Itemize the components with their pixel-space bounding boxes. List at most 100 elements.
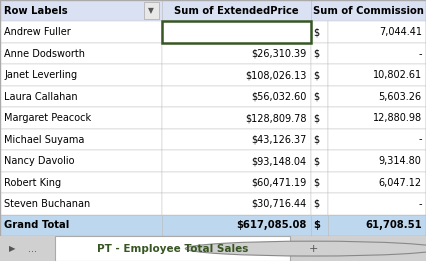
Text: $: $ xyxy=(313,49,319,59)
Bar xyxy=(162,86,311,107)
Text: Steven Buchanan: Steven Buchanan xyxy=(4,199,90,209)
Text: Sum of Commission: Sum of Commission xyxy=(313,6,424,16)
Text: 9,314.80: 9,314.80 xyxy=(379,156,422,166)
Bar xyxy=(0,129,162,150)
Text: ▼: ▼ xyxy=(148,6,154,15)
Bar xyxy=(0,215,162,236)
Bar xyxy=(0,150,162,172)
Text: ...: ... xyxy=(28,244,37,254)
Text: +: + xyxy=(308,244,318,254)
Bar xyxy=(162,107,311,129)
Text: Nancy Davolio: Nancy Davolio xyxy=(4,156,75,166)
Bar xyxy=(328,215,426,236)
Bar xyxy=(311,172,328,193)
Bar xyxy=(311,150,328,172)
Bar xyxy=(328,43,426,64)
Text: 10,802.61: 10,802.61 xyxy=(373,70,422,80)
Bar xyxy=(0,64,162,86)
Bar xyxy=(0,0,162,21)
Text: $: $ xyxy=(313,177,319,187)
Text: PT - Employee Total Sales: PT - Employee Total Sales xyxy=(97,244,248,254)
Bar xyxy=(144,2,159,19)
Bar xyxy=(311,129,328,150)
Bar xyxy=(162,150,311,172)
Text: $43,126.37: $43,126.37 xyxy=(251,135,307,145)
Bar xyxy=(311,107,328,129)
Bar xyxy=(162,215,311,236)
Bar xyxy=(162,86,311,107)
Text: Michael Suyama: Michael Suyama xyxy=(4,135,85,145)
Bar xyxy=(328,107,426,129)
Bar xyxy=(311,64,328,86)
Bar xyxy=(328,129,426,150)
Bar xyxy=(311,172,328,193)
Bar xyxy=(311,193,328,215)
Bar xyxy=(55,236,290,261)
Bar xyxy=(0,21,162,43)
Bar xyxy=(328,193,426,215)
Text: $617,085.08: $617,085.08 xyxy=(236,221,307,230)
Bar xyxy=(311,0,426,21)
Text: Grand Total: Grand Total xyxy=(4,221,69,230)
Bar xyxy=(328,150,426,172)
Bar xyxy=(328,129,426,150)
Bar xyxy=(311,150,328,172)
Text: $: $ xyxy=(313,70,319,80)
Bar xyxy=(328,86,426,107)
Bar xyxy=(311,86,328,107)
Bar xyxy=(162,64,311,86)
Bar xyxy=(311,215,328,236)
Text: 61,708.51: 61,708.51 xyxy=(365,221,422,230)
Bar xyxy=(311,43,328,64)
Bar xyxy=(0,64,162,86)
Bar xyxy=(162,107,311,129)
Text: -: - xyxy=(418,49,422,59)
Bar xyxy=(311,43,328,64)
Bar xyxy=(0,129,162,150)
Bar xyxy=(162,21,311,43)
Text: Sum of ExtendedPrice: Sum of ExtendedPrice xyxy=(174,6,299,16)
Text: Andrew Fuller: Andrew Fuller xyxy=(4,27,71,37)
Bar xyxy=(162,43,311,64)
Bar xyxy=(162,129,311,150)
Bar xyxy=(328,86,426,107)
Bar xyxy=(328,21,426,43)
Bar xyxy=(0,43,162,64)
Text: Robert King: Robert King xyxy=(4,177,61,187)
Text: 7,044.41: 7,044.41 xyxy=(379,27,422,37)
Bar xyxy=(162,215,311,236)
Bar xyxy=(311,0,426,21)
Text: $: $ xyxy=(313,135,319,145)
Bar xyxy=(0,0,162,21)
Text: $: $ xyxy=(313,221,320,230)
Bar xyxy=(328,21,426,43)
Bar xyxy=(162,64,311,86)
Bar xyxy=(311,107,328,129)
Bar xyxy=(162,193,311,215)
Bar xyxy=(328,64,426,86)
Text: ▶: ▶ xyxy=(9,244,15,253)
Bar xyxy=(328,215,426,236)
Text: Janet Leverling: Janet Leverling xyxy=(4,70,78,80)
Bar xyxy=(311,193,328,215)
Bar xyxy=(328,172,426,193)
Bar xyxy=(0,107,162,129)
Bar xyxy=(162,150,311,172)
Bar xyxy=(0,193,162,215)
Text: Row Labels: Row Labels xyxy=(4,6,68,16)
Text: $: $ xyxy=(313,199,319,209)
Bar xyxy=(328,107,426,129)
Bar xyxy=(162,0,311,21)
Circle shape xyxy=(185,241,426,256)
Text: $30,716.44: $30,716.44 xyxy=(251,199,307,209)
Bar xyxy=(0,86,162,107)
Bar xyxy=(328,64,426,86)
Text: $70,444.14: $70,444.14 xyxy=(251,27,307,37)
Bar xyxy=(328,172,426,193)
Text: Anne Dodsworth: Anne Dodsworth xyxy=(4,49,85,59)
Text: $128,809.78: $128,809.78 xyxy=(245,113,307,123)
Bar xyxy=(311,21,328,43)
Bar xyxy=(311,86,328,107)
Text: $: $ xyxy=(313,27,319,37)
Text: -: - xyxy=(418,199,422,209)
